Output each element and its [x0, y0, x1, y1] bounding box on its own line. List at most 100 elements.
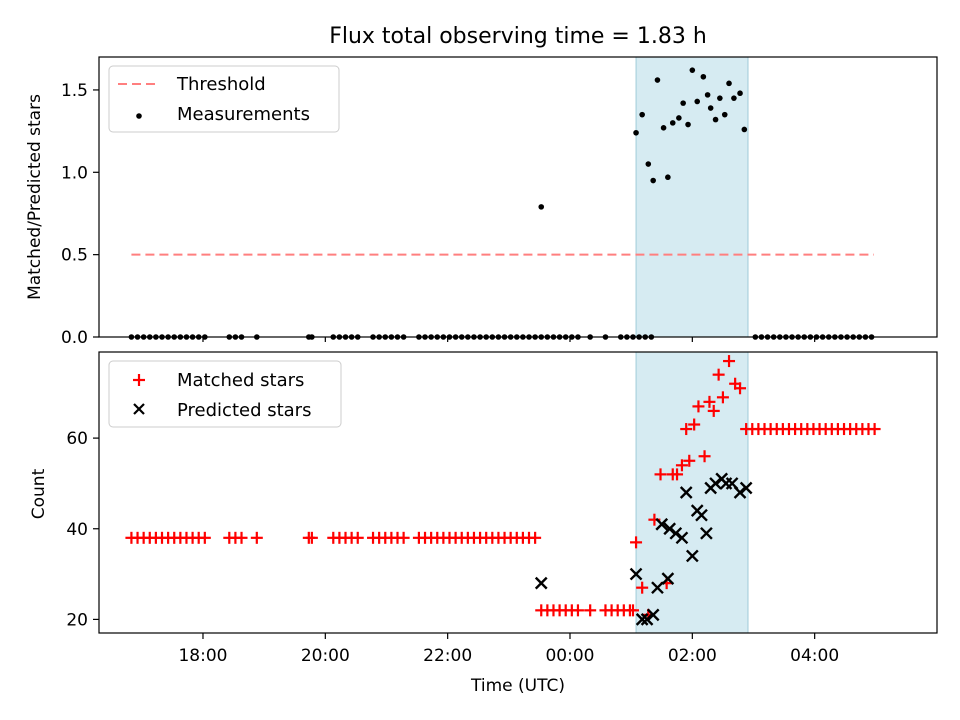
- x-tick-label: 18:00: [178, 646, 227, 666]
- predicted-star-point: [635, 613, 649, 626]
- predicted-star-point: [646, 608, 660, 622]
- measurement-point: [737, 90, 743, 97]
- bottom-axes-frame: [98, 351, 938, 634]
- matched-star-point: [868, 423, 881, 436]
- measurement-point: [721, 111, 728, 118]
- bottom-y-tick-label: 40: [66, 520, 88, 540]
- x-tick-label: 20:00: [301, 646, 350, 666]
- matched-star-point: [723, 355, 736, 368]
- measurement-point: [726, 80, 732, 87]
- matched-star-point: [734, 382, 747, 395]
- measurement-point: [704, 92, 711, 98]
- matched-star-point: [712, 368, 725, 381]
- matched-star-point: [675, 459, 688, 472]
- predicted-star-point: [655, 517, 669, 531]
- matched-star-point: [688, 418, 701, 431]
- bottom-x-ticks: 18:00 20:00 22:00 00:00 02:00 04:00: [178, 633, 839, 666]
- bottom-y-tick-label: 60: [66, 429, 88, 449]
- legend-matched-label: Matched stars: [177, 370, 304, 391]
- chart-title: Flux total observing time = 1.83 h: [329, 24, 707, 49]
- measurement-point: [538, 204, 545, 210]
- bottom-y-ticks: 20 40 60: [66, 429, 99, 630]
- x-tick-label: 04:00: [790, 646, 839, 666]
- predicted-star-point: [679, 486, 693, 499]
- predicted-star-point: [534, 576, 548, 590]
- predicted-star-point: [695, 508, 708, 522]
- top-y-ticks: 0.0 0.5 1.0 1.5: [61, 81, 99, 348]
- measurement-point: [694, 98, 701, 105]
- measurement-point: [717, 95, 723, 101]
- legend-predicted-label: Predicted stars: [177, 400, 311, 421]
- predicted-star-point: [651, 581, 664, 595]
- top-x-ticks: [202, 337, 816, 342]
- matched-star-point: [305, 531, 318, 544]
- matched-star-point: [680, 423, 693, 436]
- bottom-y-tick-label: 20: [66, 610, 88, 630]
- matched-star-point: [529, 531, 542, 544]
- bottom-legend: Matched stars Predicted stars: [108, 360, 342, 428]
- measurement-point: [650, 177, 656, 184]
- measurement-point: [707, 105, 714, 111]
- matched-star-point: [692, 400, 705, 413]
- measurement-point: [639, 111, 645, 118]
- x-tick-label: 02:00: [668, 646, 717, 666]
- predicted-star-point: [629, 567, 643, 581]
- top-shaded-span: [635, 56, 749, 338]
- bottom-panel: 20 40 60 18:00 20:00 22:00 00:00 02:00 04:00 Co…: [29, 351, 938, 696]
- matched-stars-points: [125, 355, 881, 621]
- measurement-points: [128, 67, 875, 340]
- matched-star-point: [703, 395, 716, 408]
- predicted-star-point: [685, 549, 699, 563]
- predicted-star-point: [739, 481, 753, 495]
- measurement-point: [680, 100, 686, 106]
- matched-star-point: [683, 454, 696, 467]
- matched-star-point: [716, 391, 729, 404]
- measurement-point: [685, 121, 691, 128]
- top-y-tick-label: 1.5: [61, 81, 88, 101]
- matched-star-point: [397, 531, 410, 544]
- matched-star-point: [630, 536, 643, 549]
- measurement-point: [731, 95, 737, 101]
- matched-star-point: [351, 531, 364, 544]
- matched-star-point: [636, 581, 649, 594]
- measurement-point: [645, 161, 652, 167]
- matched-star-point: [698, 450, 711, 463]
- measurement-point: [669, 120, 676, 126]
- legend-predicted-swatch: [133, 403, 145, 415]
- x-tick-label: 22:00: [423, 646, 472, 666]
- top-panel: 0.0 0.5 1.0 1.5 Matched/Predicted stars Thr…: [25, 56, 938, 348]
- matched-star-point: [626, 604, 639, 617]
- matched-star-point: [654, 468, 667, 481]
- legend-measurements-swatch: [136, 113, 142, 119]
- measurement-point: [633, 129, 639, 136]
- predicted-star-point: [700, 526, 713, 540]
- legend-matched-swatch: [133, 374, 145, 386]
- predicted-star-point: [661, 572, 675, 585]
- x-axis-label: Time (UTC): [470, 676, 565, 696]
- measurement-point: [741, 126, 748, 133]
- bottom-y-axis-label: Count: [29, 468, 49, 519]
- legend-threshold-label: Threshold: [176, 74, 266, 95]
- top-axes-frame: [98, 56, 938, 338]
- matched-star-point: [707, 404, 720, 417]
- matched-star-point: [671, 468, 684, 481]
- matched-star-point: [235, 531, 248, 544]
- matched-star-point: [584, 604, 597, 617]
- measurement-point: [676, 115, 682, 121]
- matched-star-point: [198, 531, 211, 544]
- top-legend-box: [108, 65, 340, 133]
- measurement-point: [660, 125, 667, 131]
- top-y-tick-label: 1.0: [61, 163, 88, 183]
- matched-star-point: [250, 531, 263, 544]
- predicted-star-point: [675, 531, 689, 545]
- predicted-stars-points: [534, 472, 753, 626]
- top-y-tick-label: 0.0: [61, 328, 88, 348]
- x-tick-label: 00:00: [545, 646, 594, 666]
- bottom-legend-box: [108, 360, 342, 428]
- matched-star-point: [571, 604, 584, 617]
- top-y-tick-label: 0.5: [61, 246, 88, 266]
- measurement-point: [665, 174, 671, 181]
- top-y-axis-label: Matched/Predicted stars: [25, 94, 45, 300]
- top-legend: Threshold Measurements: [108, 65, 340, 133]
